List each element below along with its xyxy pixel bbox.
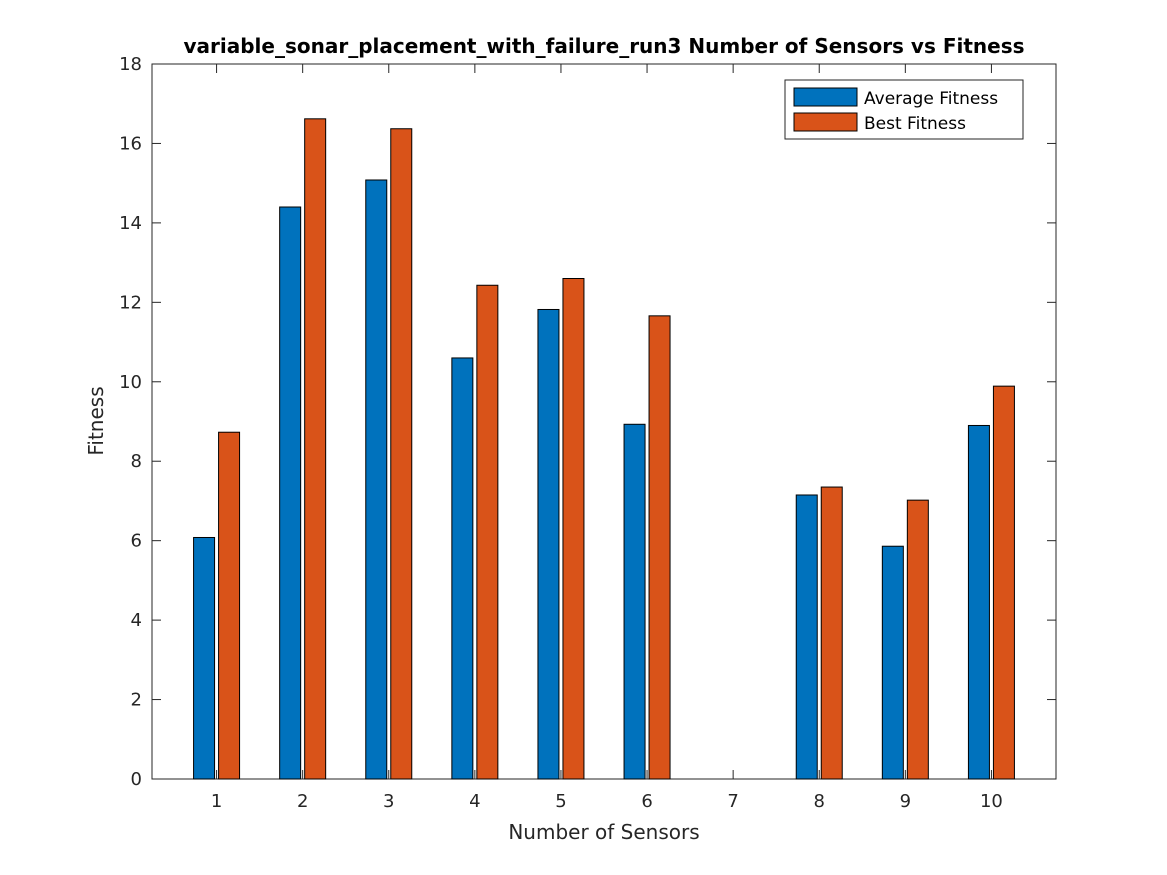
- legend-label-average-fitness: Average Fitness: [864, 89, 998, 109]
- bar-average-fitness-6: [623, 423, 646, 780]
- y-tick-label: 12: [119, 292, 142, 313]
- y-tick-label: 14: [119, 213, 142, 234]
- bar-best-fitness-3: [390, 128, 413, 780]
- bar-average-fitness-8: [795, 494, 818, 780]
- plot-area: [151, 63, 1057, 780]
- x-tick-label: 10: [980, 791, 1003, 812]
- bar-best-fitness-4: [476, 284, 499, 780]
- x-tick-label: 2: [297, 791, 308, 812]
- bar-average-fitness-9: [881, 545, 904, 780]
- y-tick-label: 16: [119, 133, 142, 154]
- y-tick-label: 4: [131, 610, 142, 631]
- legend-swatch-best-fitness: [793, 112, 858, 132]
- x-tick-label: 7: [727, 791, 738, 812]
- bar-average-fitness-3: [365, 179, 388, 780]
- x-tick-label: 1: [211, 791, 222, 812]
- y-axis: 0 2 4 6 8 10 12 14 16 18: [119, 54, 1056, 790]
- x-tick-label: 5: [555, 791, 566, 812]
- bar-best-fitness-8: [820, 486, 843, 780]
- bar-best-fitness-1: [218, 431, 241, 780]
- x-tick-label: 4: [469, 791, 480, 812]
- x-tick-label: 8: [814, 791, 825, 812]
- x-axis: 1 2 3 4 5 6 7 8 9 10: [211, 64, 1003, 812]
- bar-best-fitness-2: [304, 118, 327, 780]
- bar-average-fitness-2: [279, 206, 302, 780]
- bar-average-fitness-1: [193, 536, 216, 780]
- bars-group: [193, 118, 1015, 780]
- y-tick-label: 0: [131, 769, 142, 790]
- x-tick-label: 3: [383, 791, 394, 812]
- bar-best-fitness-5: [562, 278, 585, 780]
- bar-best-fitness-10: [992, 385, 1015, 780]
- y-tick-label: 6: [131, 531, 142, 552]
- legend: Average Fitness Best Fitness: [784, 79, 1024, 140]
- legend-swatch-average-fitness: [793, 87, 858, 107]
- x-axis-label: Number of Sensors: [508, 820, 699, 844]
- chart-title: variable_sonar_placement_with_failure_ru…: [183, 34, 1024, 58]
- y-tick-label: 18: [119, 54, 142, 75]
- y-tick-label: 8: [131, 451, 142, 472]
- bar-best-fitness-6: [648, 315, 671, 780]
- x-tick-label: 9: [900, 791, 911, 812]
- bar-average-fitness-10: [967, 424, 990, 780]
- y-tick-label: 10: [119, 372, 142, 393]
- bar-average-fitness-4: [451, 357, 474, 780]
- y-axis-label: Fitness: [84, 386, 108, 455]
- x-tick-label: 6: [641, 791, 652, 812]
- y-tick-label: 2: [131, 690, 142, 711]
- bar-best-fitness-9: [906, 499, 929, 780]
- bar-average-fitness-5: [537, 308, 560, 780]
- legend-label-best-fitness: Best Fitness: [864, 114, 966, 134]
